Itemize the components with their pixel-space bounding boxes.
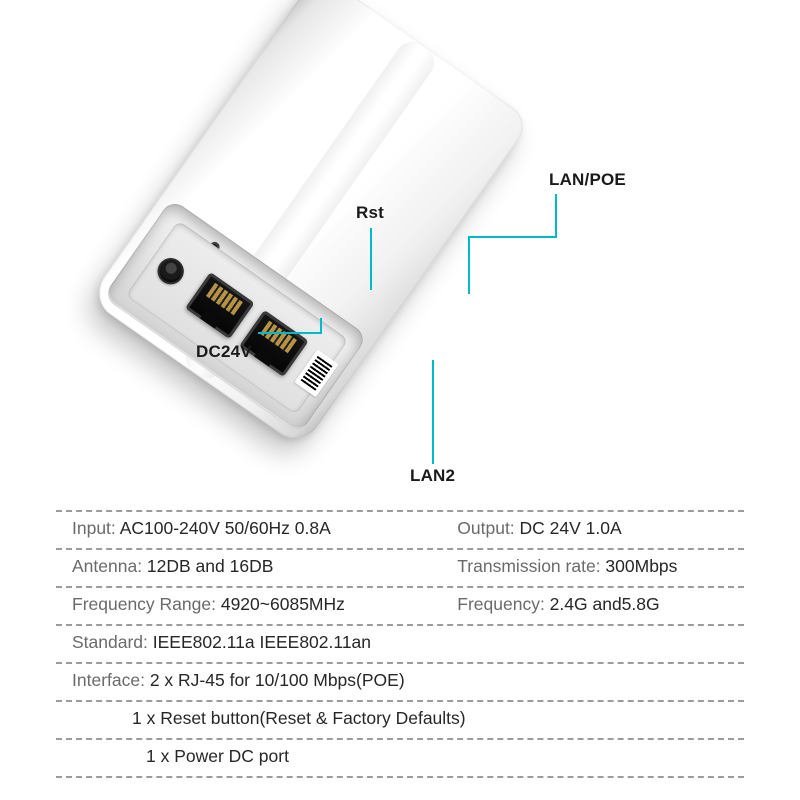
spec-value: 1 x Reset button(Reset & Factory Default… — [132, 708, 466, 728]
device-illustration — [130, 0, 690, 500]
spec-label: Transmission rate: — [457, 556, 605, 576]
spec-value: 2.4G and5.8G — [550, 594, 660, 614]
dc-jack-icon — [153, 253, 189, 289]
spec-table: Input: AC100-240V 50/60Hz 0.8AOutput: DC… — [56, 510, 744, 778]
spec-label: Output: — [457, 518, 519, 538]
spec-cell-left: Input: AC100-240V 50/60Hz 0.8A — [56, 512, 441, 548]
spec-cell-left: Antenna: 12DB and 16DB — [56, 550, 441, 586]
spec-label: Antenna: — [72, 556, 147, 576]
spec-cell: Standard: IEEE802.11a IEEE802.11an — [56, 626, 744, 662]
leader-line — [320, 318, 322, 334]
spec-row: 1 x Reset button(Reset & Factory Default… — [56, 702, 744, 738]
spec-divider — [56, 776, 744, 778]
spec-label: Frequency: — [457, 594, 549, 614]
spec-value: 2 x RJ-45 for 10/100 Mbps(POE) — [150, 670, 405, 690]
leader-line — [468, 236, 557, 238]
spec-row: Standard: IEEE802.11a IEEE802.11an — [56, 626, 744, 662]
spec-value: 12DB and 16DB — [147, 556, 273, 576]
spec-label: Frequency Range: — [72, 594, 221, 614]
spec-row: 1 x Power DC port — [56, 740, 744, 776]
spec-cell-right: Frequency: 2.4G and5.8G — [441, 588, 744, 624]
spec-row: Frequency Range: 4920~6085MHzFrequency: … — [56, 588, 744, 624]
spec-cell: 1 x Power DC port — [56, 740, 744, 776]
spec-value: IEEE802.11a IEEE802.11an — [153, 632, 371, 652]
callout-lan-poe: LAN/POE — [549, 170, 626, 190]
spec-cell: Interface: 2 x RJ-45 for 10/100 Mbps(POE… — [56, 664, 744, 700]
callout-dc24v: DC24V — [196, 342, 252, 362]
spec-row: Antenna: 12DB and 16DBTransmission rate:… — [56, 550, 744, 586]
spec-label: Standard: — [72, 632, 153, 652]
spec-cell-right: Transmission rate: 300Mbps — [441, 550, 744, 586]
spec-value: AC100-240V 50/60Hz 0.8A — [120, 518, 331, 538]
leader-line — [468, 236, 470, 294]
callout-lan2: LAN2 — [410, 466, 455, 486]
spec-value: 4920~6085MHz — [221, 594, 345, 614]
rj45-port-lan2-icon — [185, 272, 254, 339]
spec-value: 1 x Power DC port — [146, 746, 289, 766]
spec-value: 300Mbps — [605, 556, 677, 576]
spec-label: Input: — [72, 518, 120, 538]
spec-value: DC 24V 1.0A — [520, 518, 622, 538]
callout-rst: Rst — [356, 203, 384, 223]
spec-cell: 1 x Reset button(Reset & Factory Default… — [56, 702, 744, 738]
leader-line — [258, 332, 322, 334]
spec-label: Interface: — [72, 670, 150, 690]
spec-cell-right: Output: DC 24V 1.0A — [441, 512, 744, 548]
spec-row: Interface: 2 x RJ-45 for 10/100 Mbps(POE… — [56, 664, 744, 700]
leader-line — [555, 194, 557, 238]
leader-line — [370, 228, 372, 290]
spec-cell-left: Frequency Range: 4920~6085MHz — [56, 588, 441, 624]
leader-line — [432, 360, 434, 464]
spec-row: Input: AC100-240V 50/60Hz 0.8AOutput: DC… — [56, 512, 744, 548]
